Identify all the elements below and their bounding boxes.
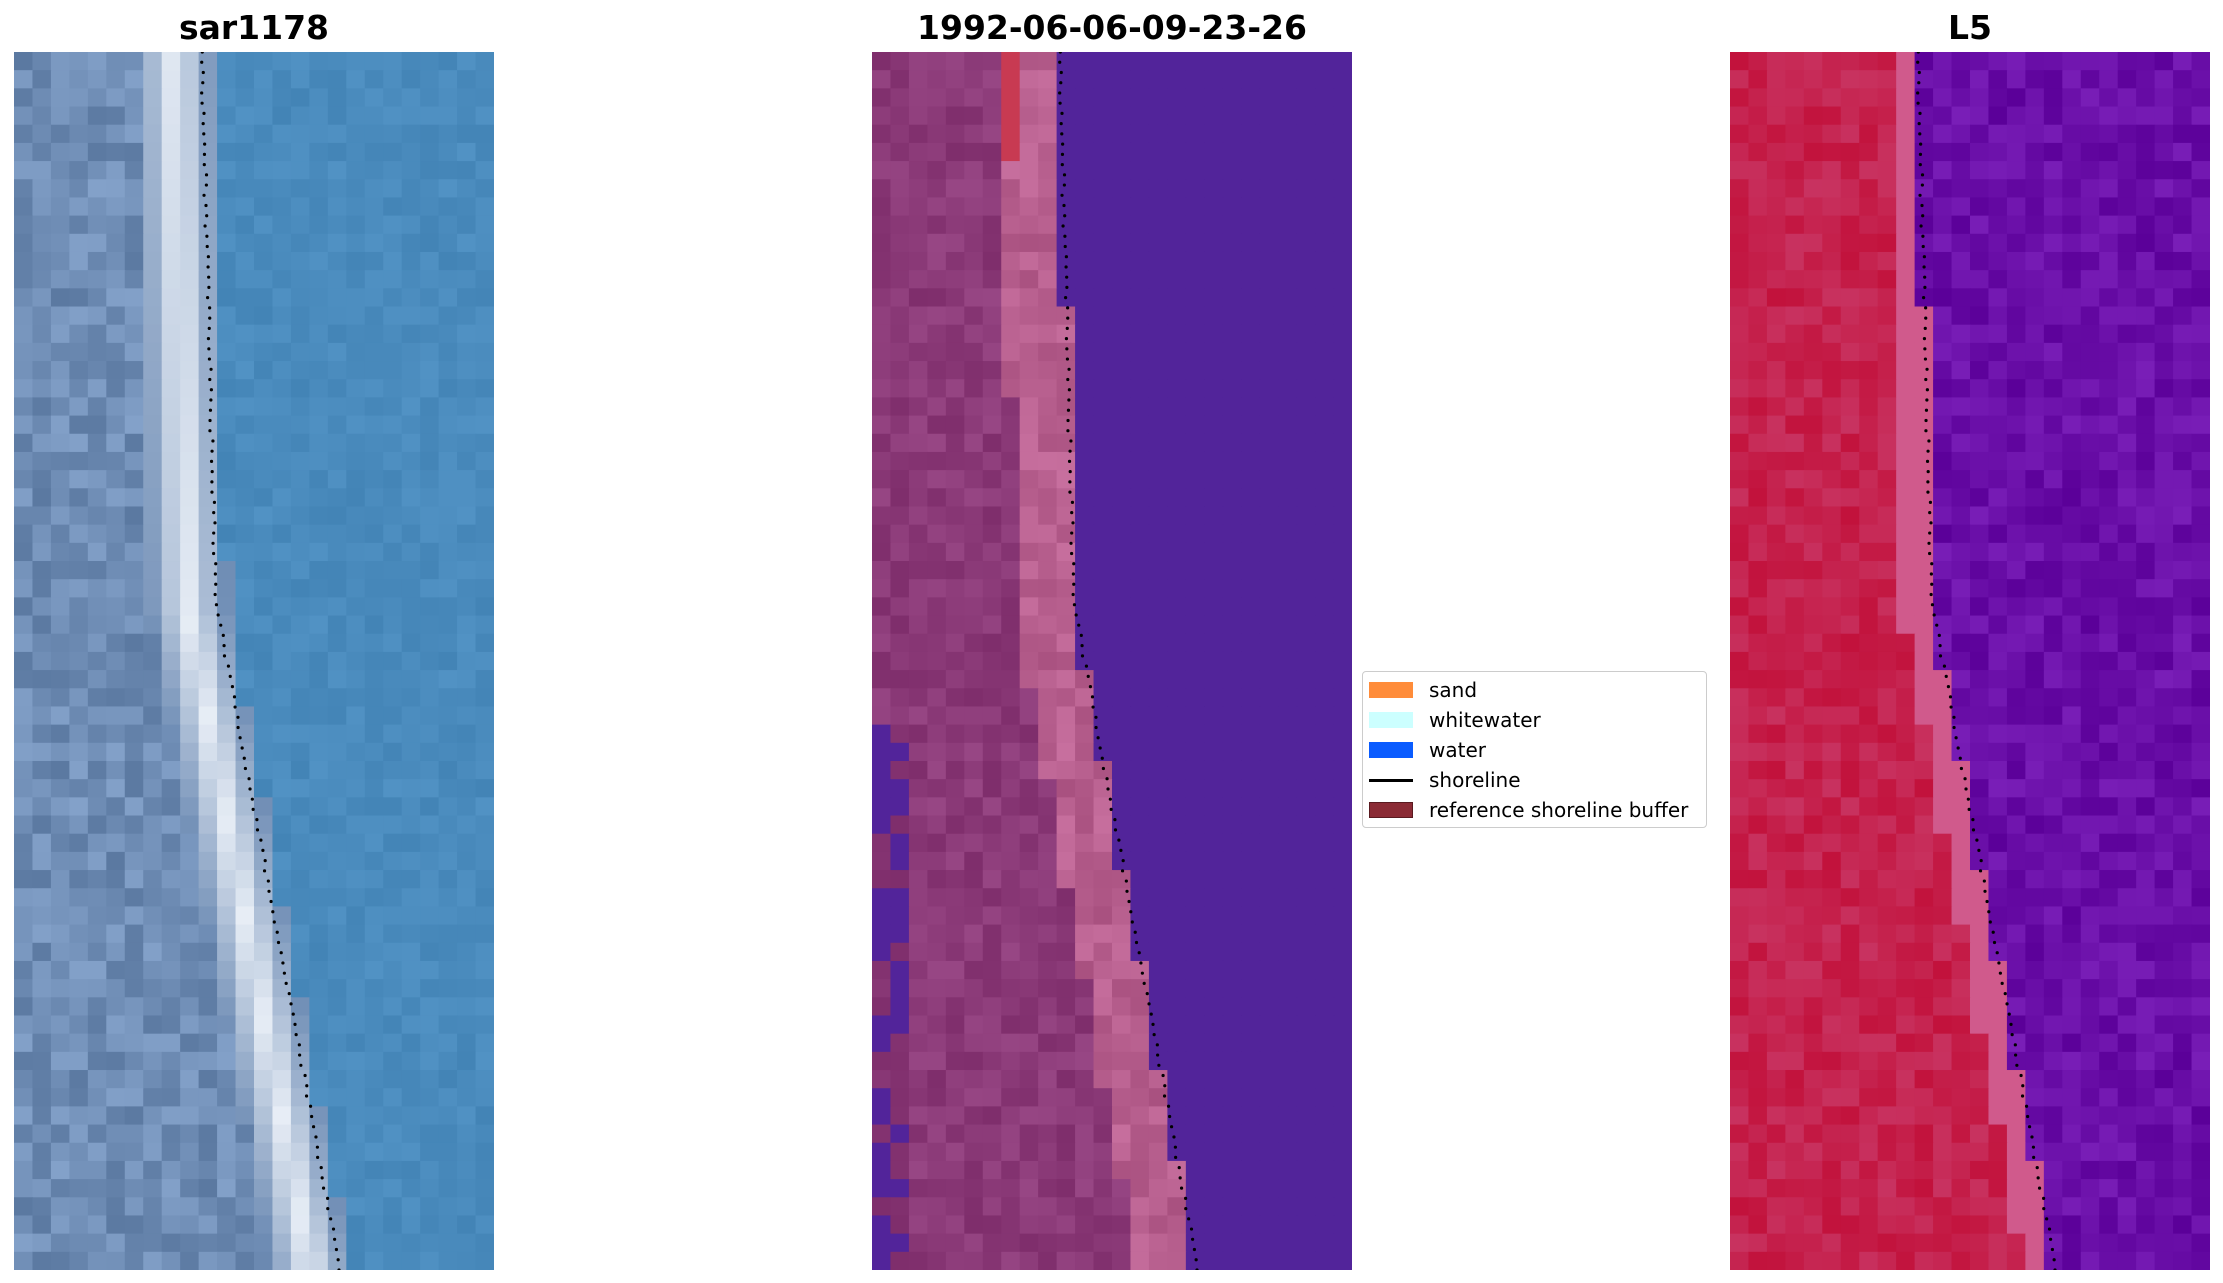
shoreline-dots — [1058, 52, 1199, 1270]
legend-item-shoreline: shoreline — [1369, 768, 1521, 792]
panel-title-index: L5 — [1948, 8, 1992, 47]
legend-label-whitewater: whitewater — [1429, 708, 1541, 732]
sand-swatch — [1369, 682, 1413, 698]
legend-item-whitewater: whitewater — [1369, 708, 1541, 732]
panel-title-classified: 1992-06-06-09-23-26 — [917, 8, 1307, 47]
shoreline-dots — [1916, 52, 2057, 1270]
rgb-image — [14, 52, 494, 1270]
legend-label-water: water — [1429, 738, 1486, 762]
legend-item-sand: sand — [1369, 678, 1477, 702]
shoreline-dots — [200, 52, 341, 1270]
legend: sand whitewater water shoreline referenc… — [1362, 671, 1707, 828]
water-swatch — [1369, 742, 1413, 758]
classified-image — [872, 52, 1352, 1270]
index-image — [1730, 52, 2210, 1270]
shoreline-line-swatch — [1369, 778, 1413, 782]
whitewater-swatch — [1369, 712, 1413, 728]
legend-item-reference-buffer: reference shoreline buffer — [1369, 798, 1688, 822]
legend-label-shoreline: shoreline — [1429, 768, 1521, 792]
index-image-panel — [1730, 52, 2210, 1270]
rgb-image-panel — [14, 52, 494, 1270]
panel-title-rgb: sar1178 — [178, 8, 330, 47]
legend-item-water: water — [1369, 738, 1486, 762]
legend-label-sand: sand — [1429, 678, 1478, 702]
legend-label-reference-buffer: reference shoreline buffer — [1429, 798, 1689, 822]
reference-buffer-swatch — [1369, 802, 1413, 818]
classified-image-panel — [872, 52, 1352, 1270]
